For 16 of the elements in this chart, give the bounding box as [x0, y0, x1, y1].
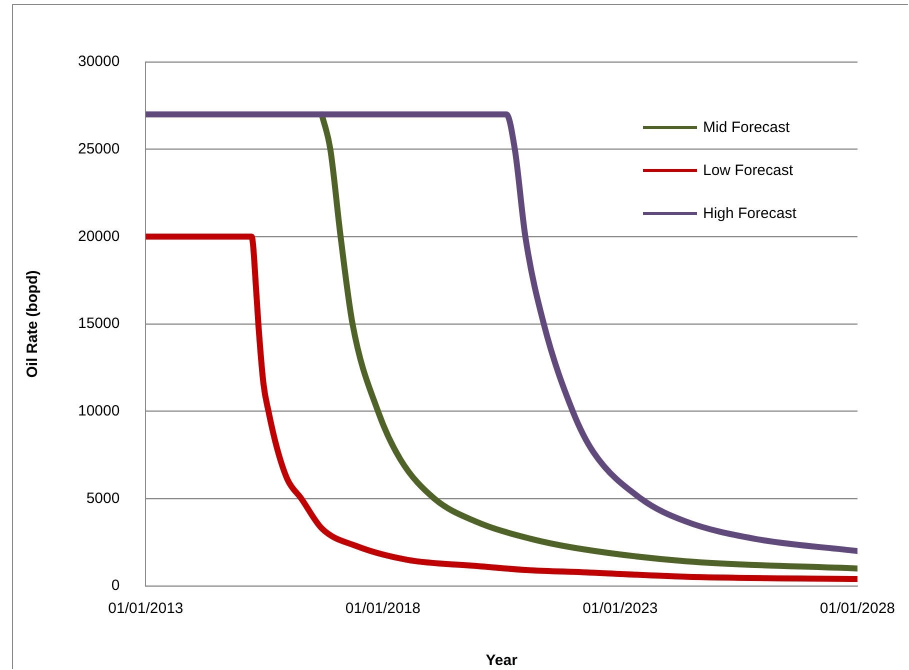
y-tick-label: 0 — [111, 577, 120, 594]
y-axis-title: Oil Rate (bopd) — [24, 270, 42, 378]
x-axis-title: Year — [486, 652, 518, 670]
legend-label: High Forecast — [703, 205, 796, 222]
x-tick-label: 01/01/2018 — [345, 600, 420, 618]
x-tick-label: 01/01/2028 — [820, 600, 895, 618]
y-tick-label: 10000 — [78, 402, 120, 420]
y-tick-label: 5000 — [86, 490, 120, 507]
x-tick-label: 01/01/2023 — [582, 600, 658, 618]
y-tick-label: 30000 — [78, 53, 120, 70]
legend-label: Mid Forecast — [703, 119, 790, 136]
y-tick-label: 15000 — [78, 315, 120, 332]
legend-label: Low Forecast — [703, 162, 794, 179]
x-tick-label: 01/01/2013 — [108, 600, 184, 618]
y-tick-label: 25000 — [78, 140, 120, 158]
y-tick-label: 20000 — [78, 228, 120, 245]
